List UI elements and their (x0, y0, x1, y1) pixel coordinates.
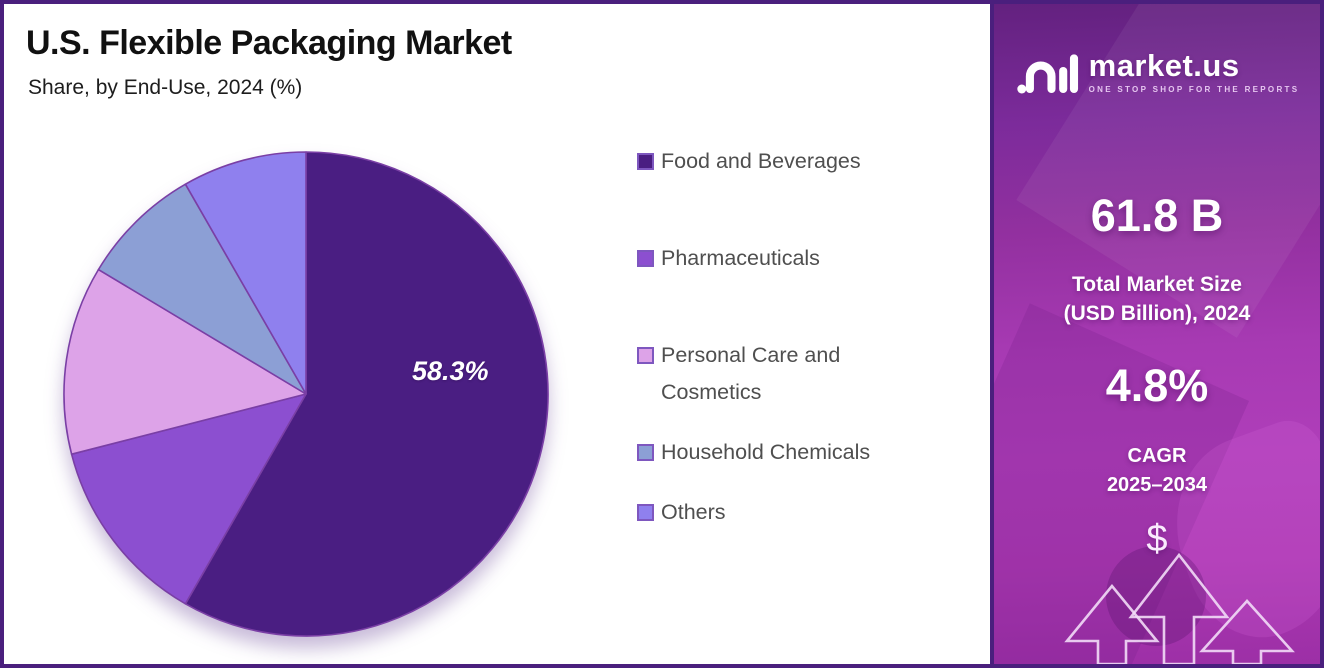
legend-swatch-icon (637, 347, 654, 364)
brand-tagline: ONE STOP SHOP FOR THE REPORTS (1088, 85, 1300, 94)
legend-label: Household Chemicals (661, 440, 871, 464)
market-size-value: 61.8 B (1090, 190, 1224, 241)
legend-item-personal-care-and-cosmetics: Personal Care and Cosmetics (637, 337, 937, 411)
market-size-label-line2: (USD Billion), 2024 (1063, 302, 1251, 325)
legend-label: Food and Beverages (661, 149, 861, 173)
page-title: U.S. Flexible Packaging Market (26, 24, 512, 62)
pie-slice-data-label: 58.3% (412, 356, 489, 386)
cagr-value: 4.8% (1105, 360, 1209, 411)
growth-arrows-icon (1064, 552, 1295, 664)
side-panel: market.us ONE STOP SHOP FOR THE REPORTS … (990, 4, 1320, 664)
pie-slice-pharmaceuticals (70, 393, 307, 605)
chart-area: U.S. Flexible Packaging Market Share, by… (4, 4, 990, 664)
pie-slice-others (184, 151, 307, 395)
dollar-icon: $ (1146, 518, 1168, 560)
brand-logo: market.us ONE STOP SHOP FOR THE REPORTS (994, 44, 1320, 98)
legend-item-household-chemicals: Household Chemicals (637, 434, 937, 471)
pie-slice-food-and-beverages (184, 151, 549, 637)
legend-swatch-icon (637, 153, 654, 170)
page-subtitle: Share, by End-Use, 2024 (%) (28, 76, 303, 99)
brand-name: market.us (1088, 48, 1240, 83)
legend-item-others: Others (637, 494, 937, 531)
brand-text: market.us ONE STOP SHOP FOR THE REPORTS (1089, 48, 1300, 94)
legend-label: Pharmaceuticals (661, 246, 820, 270)
pie-chart (63, 151, 549, 637)
pie-slice-personal-care-and-cosmetics (63, 268, 307, 455)
legend-item-pharmaceuticals: Pharmaceuticals (637, 240, 937, 277)
cagr-label: CAGR 2025–2034 (994, 442, 1320, 500)
legend-swatch-icon (637, 444, 654, 461)
cagr-label-line1: CAGR (1127, 445, 1187, 467)
marketus-logo-icon (1016, 54, 1078, 94)
market-size-label: Total Market Size (USD Billion), 2024 (994, 270, 1320, 328)
legend-label: Personal Care and Cosmetics (661, 343, 841, 404)
market-size-label-line1: Total Market Size (1072, 273, 1242, 296)
legend-swatch-icon (637, 504, 654, 521)
chart-legend: Food and Beverages Pharmaceuticals Persona… (637, 143, 937, 531)
legend-label: Others (661, 500, 726, 524)
cagr-label-line2: 2025–2034 (1106, 474, 1208, 496)
legend-item-food-and-beverages: Food and Beverages (637, 143, 937, 180)
pie-slice-household-chemicals (97, 183, 307, 395)
legend-swatch-icon (637, 250, 654, 267)
